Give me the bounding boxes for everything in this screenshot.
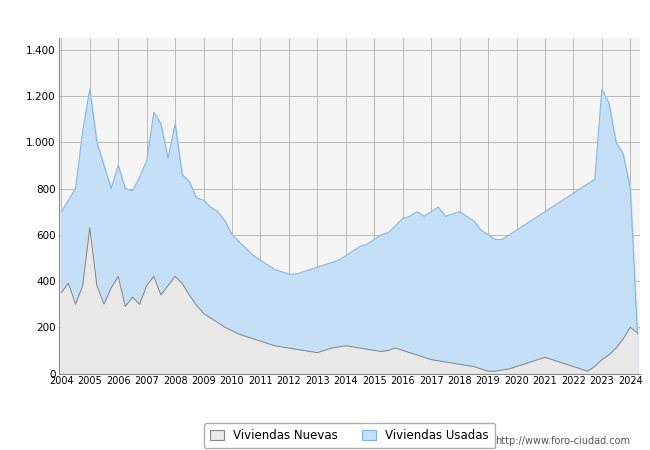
Text: http://www.foro-ciudad.com: http://www.foro-ciudad.com <box>495 436 630 446</box>
Text: Mijas - Evolucion del Nº de Transacciones Inmobiliarias: Mijas - Evolucion del Nº de Transaccione… <box>124 12 526 27</box>
Legend: Viviendas Nuevas, Viviendas Usadas: Viviendas Nuevas, Viviendas Usadas <box>204 423 495 448</box>
